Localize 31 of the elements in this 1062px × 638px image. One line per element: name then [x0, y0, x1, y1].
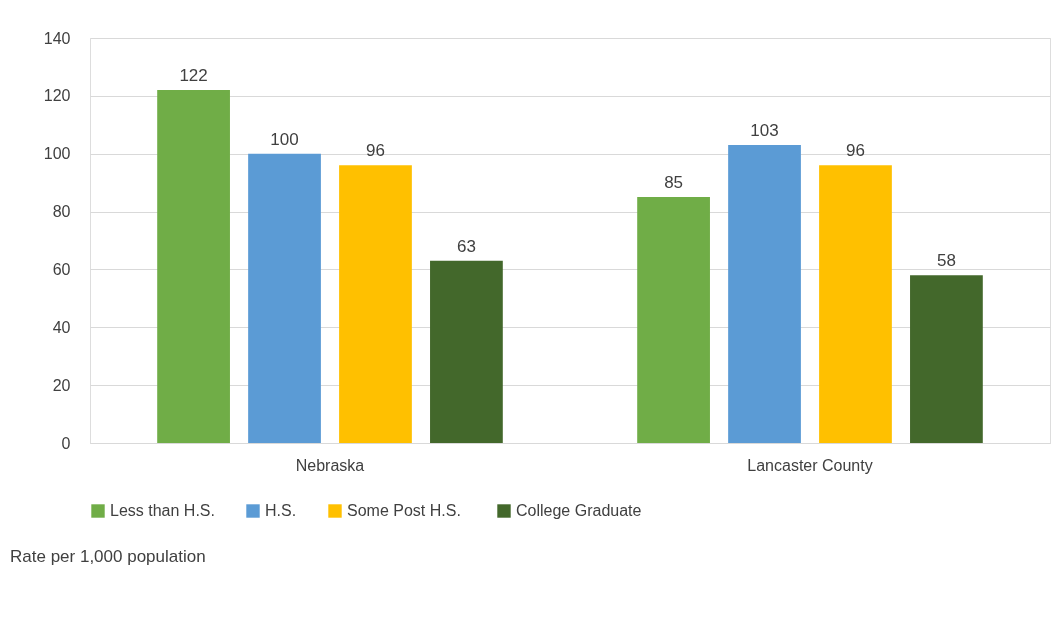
y-tick-label: 0	[61, 434, 71, 452]
y-tick-label: 60	[52, 260, 71, 278]
bar	[637, 197, 710, 443]
y-tick-label: 100	[43, 145, 71, 163]
data-label: 96	[846, 141, 865, 161]
bar	[430, 260, 503, 443]
text: Rate per 1,000 population	[10, 547, 206, 566]
y-tick-label: 40	[52, 318, 71, 336]
y-tick-label: 80	[52, 203, 71, 221]
bar	[819, 165, 892, 443]
bar	[248, 153, 321, 443]
data-label: 96	[366, 141, 385, 161]
bar	[910, 275, 983, 443]
bar	[157, 90, 230, 443]
legend-label: H.S.	[265, 502, 297, 519]
data-label: 63	[456, 236, 476, 256]
y-tick-label: 20	[52, 376, 71, 394]
y-tick-label: 140	[43, 29, 71, 47]
data-label: 85	[664, 173, 684, 193]
y-tick-label: 120	[43, 87, 71, 105]
data-label: 122	[179, 66, 208, 86]
data-label: 58	[936, 251, 956, 271]
bar	[339, 165, 412, 443]
legend-label: Less than H.S.	[110, 502, 215, 519]
x-tick-label: Lancaster County	[747, 456, 873, 474]
legend-label: College Graduate	[516, 502, 642, 519]
data-label: 100	[270, 129, 299, 149]
x-tick-label: Nebraska	[295, 456, 365, 474]
legend-label: Some Post H.S.	[347, 502, 461, 519]
bar	[728, 145, 801, 443]
data-label: 103	[750, 121, 779, 141]
